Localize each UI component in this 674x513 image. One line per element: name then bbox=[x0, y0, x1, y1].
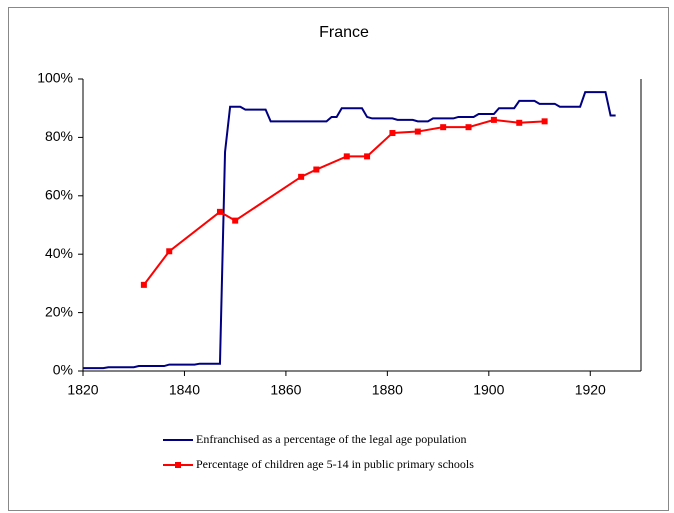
data-point bbox=[313, 166, 320, 173]
series-line bbox=[83, 91, 616, 370]
x-tick-label: 1880 bbox=[372, 382, 403, 398]
data-point bbox=[298, 173, 305, 180]
legend-marker bbox=[175, 462, 181, 468]
chart-frame bbox=[8, 7, 669, 511]
data-point bbox=[216, 208, 223, 215]
y-tick-label: 80% bbox=[45, 128, 73, 144]
data-point bbox=[343, 153, 350, 160]
data-point bbox=[166, 248, 173, 255]
x-tick-label: 1840 bbox=[169, 382, 200, 398]
data-point bbox=[541, 118, 548, 125]
x-tick-label: 1920 bbox=[575, 382, 606, 398]
legend-label: Percentage of children age 5-14 in publi… bbox=[196, 457, 474, 471]
y-tick-label: 60% bbox=[45, 187, 73, 203]
y-tick-label: 20% bbox=[45, 303, 73, 319]
data-point bbox=[490, 116, 497, 123]
legend-label: Enfranchised as a percentage of the lega… bbox=[196, 432, 467, 446]
legend: Enfranchised as a percentage of the lega… bbox=[163, 432, 474, 471]
data-point bbox=[440, 124, 447, 131]
x-tick-label: 1860 bbox=[270, 382, 301, 398]
chart-title: France bbox=[319, 24, 369, 41]
data-point bbox=[414, 128, 421, 135]
y-tick-label: 0% bbox=[53, 362, 73, 378]
x-tick-label: 1900 bbox=[473, 382, 504, 398]
data-point bbox=[140, 281, 147, 288]
data-point bbox=[364, 153, 371, 160]
y-tick-label: 100% bbox=[37, 70, 73, 86]
data-point bbox=[516, 119, 523, 126]
data-point bbox=[232, 217, 239, 224]
data-point bbox=[389, 130, 396, 137]
x-tick-label: 1820 bbox=[67, 382, 98, 398]
data-point bbox=[465, 124, 472, 131]
y-tick-label: 40% bbox=[45, 245, 73, 261]
